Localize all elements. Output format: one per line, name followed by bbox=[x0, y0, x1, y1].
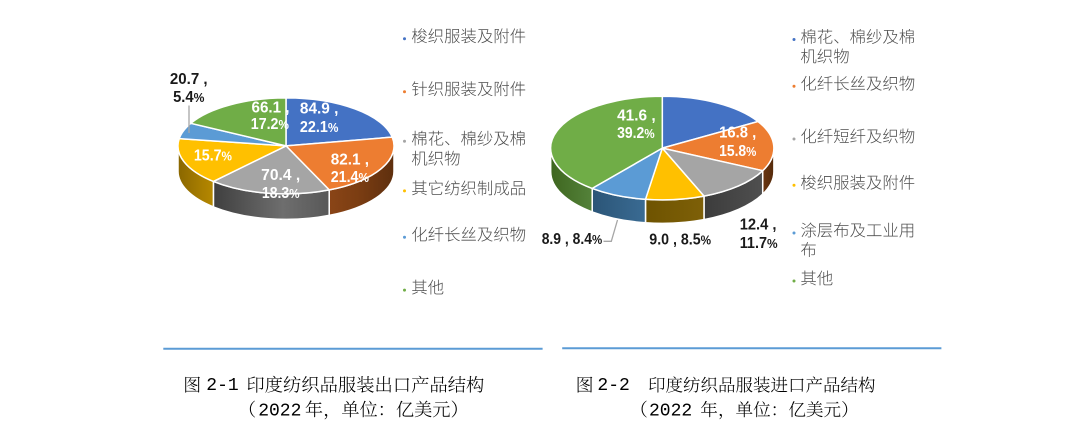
svg-text:8.9 , 8.4%: 8.9 , 8.4% bbox=[542, 231, 603, 248]
svg-text:12.4 ,: 12.4 , bbox=[740, 217, 777, 234]
svg-text:5.4%: 5.4% bbox=[173, 89, 205, 106]
svg-text:21.4%: 21.4% bbox=[331, 169, 370, 186]
svg-text:15.8%: 15.8% bbox=[719, 143, 757, 160]
svg-text:2022: 2022 bbox=[258, 402, 301, 422]
svg-text:15.7%: 15.7% bbox=[194, 148, 233, 165]
svg-text:17.2%: 17.2% bbox=[251, 116, 290, 133]
svg-text:18.3%: 18.3% bbox=[262, 185, 300, 202]
svg-text:20.7 ,: 20.7 , bbox=[170, 71, 208, 88]
svg-text:70.4 ,: 70.4 , bbox=[261, 167, 300, 184]
svg-text:41.6 ,: 41.6 , bbox=[617, 108, 656, 125]
svg-text:39.2%: 39.2% bbox=[617, 125, 655, 142]
svg-text:2-1: 2-1 bbox=[206, 376, 238, 396]
svg-text:2022: 2022 bbox=[649, 402, 692, 422]
svg-text:66.1 ,: 66.1 , bbox=[252, 100, 290, 117]
svg-text:82.1 ,: 82.1 , bbox=[331, 152, 369, 169]
svg-text:22.1%: 22.1% bbox=[300, 119, 339, 136]
svg-text:9.0 , 8.5%: 9.0 , 8.5% bbox=[649, 231, 711, 248]
svg-text:84.9 ,: 84.9 , bbox=[300, 101, 339, 118]
svg-text:11.7%: 11.7% bbox=[740, 235, 778, 252]
svg-text:2-2: 2-2 bbox=[597, 376, 629, 396]
svg-text:16.8 ,: 16.8 , bbox=[719, 124, 756, 141]
